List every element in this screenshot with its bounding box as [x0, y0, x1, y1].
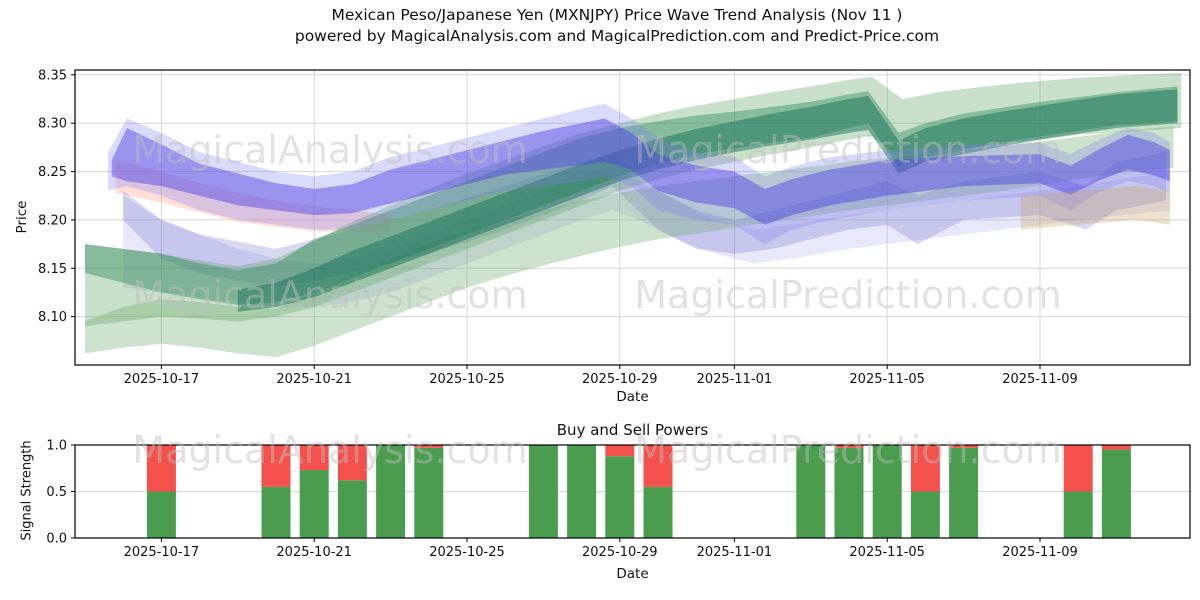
sell-bar-2025-11-07 — [949, 445, 979, 448]
y-tick-label: 8.15 — [38, 262, 67, 277]
price-band-blue-core — [111, 118, 1170, 225]
buy-bar-2025-11-04 — [834, 447, 864, 538]
x-tick-label: 2025-11-09 — [1002, 545, 1078, 560]
sell-bar-2025-10-30 — [643, 445, 673, 487]
x-tick-label: 2025-10-25 — [429, 372, 505, 387]
sell-bar-2025-10-17 — [146, 445, 176, 492]
x-tick-label: 2025-10-29 — [582, 372, 658, 387]
x-tick-label: 2025-11-05 — [849, 545, 925, 560]
watermark-text: MagicalPrediction.com — [634, 273, 1062, 317]
sell-bar-2025-10-29 — [605, 445, 635, 457]
watermark-text: MagicalPrediction.com — [634, 128, 1062, 172]
buy-bar-2025-11-07 — [949, 447, 979, 538]
sell-bar-2025-10-20 — [261, 445, 291, 487]
x-tick-label: 2025-10-17 — [124, 545, 200, 560]
price-band-green-teal — [237, 89, 1178, 312]
buy-bar-2025-10-20 — [261, 486, 291, 538]
bottom-date-axis-label: Date — [616, 566, 649, 582]
signal-strength-axis-label: Signal Strength — [19, 440, 35, 541]
x-tick-label: 2025-10-29 — [582, 545, 658, 560]
buy-bar-2025-10-23 — [376, 445, 406, 538]
plot-spines — [74, 69, 1191, 366]
x-tick-label: 2025-11-01 — [697, 545, 773, 560]
buy-bar-2025-11-10 — [1063, 491, 1093, 538]
bar-chart-title: Buy and Sell Powers — [556, 421, 709, 439]
sell-bar-2025-10-22 — [337, 445, 367, 481]
sell-bar-2025-11-06 — [910, 445, 940, 492]
x-tick-label: 2025-11-05 — [849, 372, 925, 387]
sell-bar-2025-10-24 — [414, 445, 444, 448]
price-axis-label: Price — [14, 200, 30, 234]
price-band-blue-halo — [107, 103, 1170, 245]
watermark-text: MagicalAnalysis.com — [132, 128, 527, 172]
buy-bar-2025-10-22 — [337, 480, 367, 538]
buy-bar-2025-10-21 — [299, 470, 329, 538]
sell-bar-2025-11-04 — [834, 445, 864, 448]
buy-bar-2025-11-11 — [1101, 449, 1131, 538]
top-date-axis-label: Date — [616, 389, 649, 405]
price-band-green-low — [85, 126, 1174, 358]
watermark-text: MagicalAnalysis.com — [132, 428, 527, 472]
x-tick-label: 2025-11-01 — [697, 372, 773, 387]
y-tick-label: 0.5 — [46, 485, 67, 500]
y-tick-label: 8.30 — [38, 117, 67, 132]
sell-bar-2025-11-10 — [1063, 445, 1093, 492]
buy-bar-2025-10-30 — [643, 486, 673, 538]
buy-bar-2025-11-05 — [872, 445, 902, 538]
y-tick-label: 8.10 — [38, 310, 67, 325]
sell-bar-2025-10-21 — [299, 445, 329, 471]
x-tick-label: 2025-10-25 — [429, 545, 505, 560]
buy-bar-2025-10-27 — [528, 445, 558, 538]
buy-bar-2025-10-28 — [567, 445, 597, 538]
chart-suptitle-line1: Mexican Peso/Japanese Yen (MXNJPY) Price… — [331, 6, 903, 24]
price-band-pink — [115, 160, 391, 232]
price-band-blue-wide-low — [123, 166, 1170, 307]
x-tick-label: 2025-10-17 — [124, 372, 200, 387]
chart-suptitle: Mexican Peso/Japanese Yen (MXNJPY) Price… — [34, 5, 1200, 47]
buy-bar-2025-10-24 — [414, 447, 444, 538]
price-band-tan-right — [1020, 186, 1170, 230]
buy-bar-2025-10-17 — [146, 491, 176, 538]
x-tick-label: 2025-10-21 — [276, 545, 352, 560]
chart-suptitle-line2: powered by MagicalAnalysis.com and Magic… — [294, 27, 940, 45]
y-tick-label: 8.20 — [38, 213, 67, 228]
y-tick-label: 8.35 — [38, 68, 67, 83]
watermark-text: MagicalAnalysis.com — [132, 273, 527, 317]
x-tick-label: 2025-10-21 — [276, 372, 352, 387]
buy-bar-2025-11-06 — [910, 491, 940, 538]
buy-bar-2025-10-29 — [605, 456, 635, 538]
y-tick-label: 1.0 — [46, 439, 67, 454]
sell-bar-2025-11-11 — [1101, 445, 1131, 450]
watermark-text: MagicalPrediction.com — [634, 428, 1062, 472]
y-tick-label: 8.25 — [38, 165, 67, 180]
y-tick-label: 0.0 — [46, 532, 67, 547]
buy-bar-2025-11-03 — [796, 445, 826, 538]
x-tick-label: 2025-11-09 — [1002, 372, 1078, 387]
